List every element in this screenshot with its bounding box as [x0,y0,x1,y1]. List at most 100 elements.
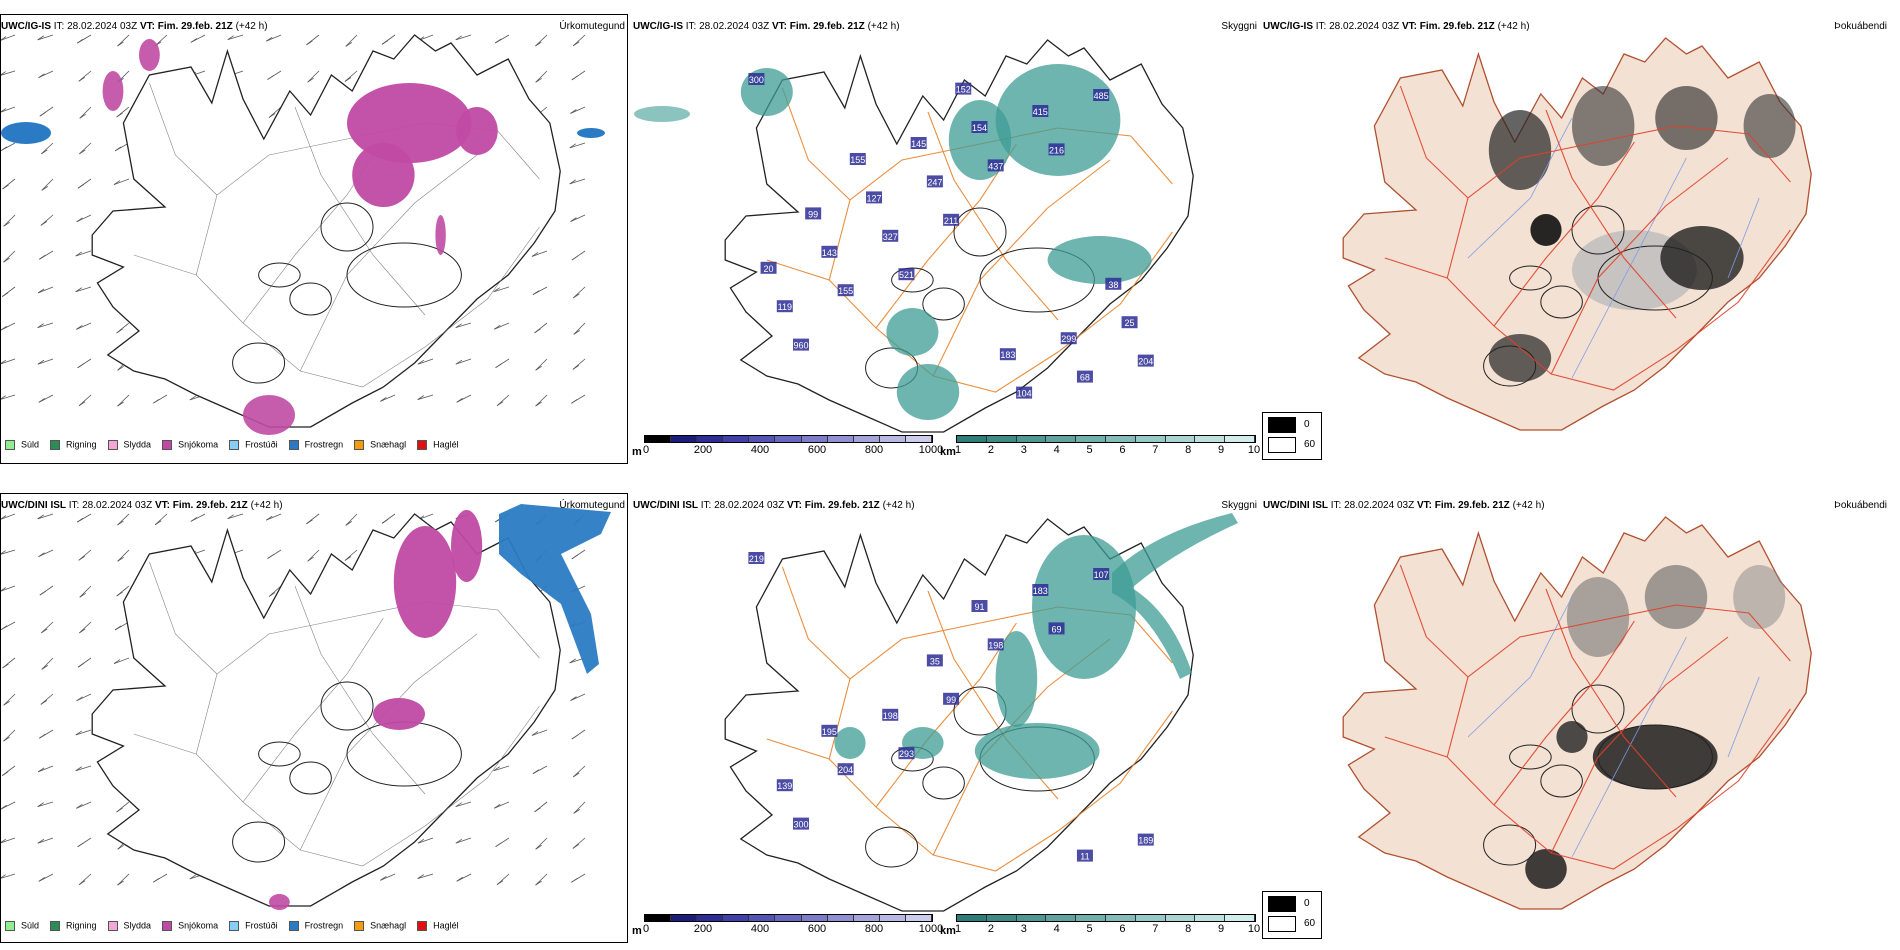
cloud-base-patch [910,137,927,149]
legend-item: Slydda [107,438,151,451]
colorbar-tick: 5 [1086,444,1093,456]
low-visibility-area [886,308,939,356]
legend-swatch [5,439,15,450]
cloud-base-label: 35 [930,656,940,666]
cloud-base-patch [1060,332,1077,345]
colorbar-unit: m [632,925,642,937]
precip-type-panel-bottom: Súld Rigning Slydda Snjókoma Frostúði Frostre… [0,493,628,943]
model-name: UWC/IG-IS [1,21,51,32]
model-name: UWC/IG-IS [633,21,683,32]
cloud-base-patch [882,229,899,242]
it-label: IT: [53,21,65,32]
cloud-base-label: 189 [1138,836,1153,846]
snow-area [102,71,124,111]
legend-swatch [162,920,173,931]
cloud-base-label: 293 [899,749,914,759]
colorbar-tick: 9 [1218,444,1225,456]
cloud-base-patch [1076,370,1093,383]
cloud-base-patch [849,153,866,165]
colorbar-strip [644,435,933,443]
legend-label: Rigning [66,439,97,450]
colorbar-unit: m [632,446,642,458]
fog-legend-swatch [1268,916,1296,932]
cloud-base-label: 99 [808,209,818,219]
legend-swatch [417,920,428,931]
snow-area [393,526,457,638]
precip-type-panel-top: Súld Rigning Slydda Snjókoma Frostúði Frostre… [0,14,628,464]
colorbar-cell [1046,436,1077,442]
legend-swatch [417,439,428,450]
lead-time: (+42 h) [235,21,268,32]
lead-time: (+42 h) [867,21,900,32]
legend-label: Rigning [66,920,97,931]
snow-area [347,83,472,163]
colorbar-tick: 6 [1119,444,1126,456]
visibility-colorbar-top: km 1 2 3 4 5 6 7 8 9 10 [940,435,1261,458]
cloud-base-patch [1076,849,1093,862]
fog-legend-swatch [1268,896,1296,912]
cloud-base-label: 155 [850,155,865,165]
cloud-base-label: 69 [1052,624,1062,634]
colorbar-cell [1195,436,1226,442]
colorbar-tick: 7 [1152,923,1159,935]
low-visibility-area [974,723,1100,779]
vis-title-bottom: UWC/DINI ISL IT: 28.02.2024 03Z VT: Fim.… [632,499,1260,513]
it-label: IT: [685,21,697,32]
cloud-base-patch [926,175,943,188]
colorbar-cell [749,915,776,921]
vt-value: Fim. 29.feb. 21Z [1434,500,1510,511]
fog-index-area [1655,86,1718,150]
precip-legend-top: Súld Rigning Slydda Snjókoma Frostúði Frostre… [5,438,470,451]
it-value: 28.02.2024 03Z [82,500,153,511]
cloud-base-label: 145 [911,139,926,149]
colorbar-cell [879,436,906,442]
cloud-base-patch [866,191,883,204]
lead-time: (+42 h) [882,500,915,511]
colorbar-tick: 1 [954,923,962,935]
colorbar-tick: 800 [864,923,884,935]
cloud-base-label: 211 [944,216,958,226]
cloud-base-label: 960 [794,341,809,351]
colorbar-tick: 600 [807,444,827,456]
precip-title-bottom: UWC/DINI ISL IT: 28.02.2024 03Z VT: Fim.… [0,499,628,513]
cloud-base-label: 25 [1125,318,1135,328]
legend-item: Súld [5,438,39,451]
cloud-base-patch [805,207,822,220]
it-value: 28.02.2024 03Z [1344,500,1415,511]
colorbar-cell [749,436,776,442]
colorbar-cell [827,436,854,442]
legend-item: Frostregn [288,919,343,932]
snow-area [243,395,295,435]
iceland-outline [724,39,1194,433]
colorbar-cell [1135,436,1166,442]
colorbar-cell [986,915,1017,921]
colorbar-cell [723,436,750,442]
cloud-base-patch [955,82,972,95]
model-name: UWC/IG-IS [1263,21,1313,32]
frostregn-area [499,504,611,674]
cloud-base-label: 99 [946,695,956,705]
it-value: 28.02.2024 03Z [699,21,770,32]
cloud-base-label: 143 [822,248,837,258]
legend-label: Súld [21,920,40,931]
legend-label: Frostúði [245,920,278,931]
visibility-map-bottom: 219 293 69 300 99 107 204 198 189 198 183 139 35 11 19… [724,513,1238,912]
rivers [1467,596,1760,858]
legend-label: Snjókoma [178,439,219,450]
colorbar-tick: 2 [987,923,994,935]
fog-index-area [1530,214,1562,246]
legend-label: Frostregn [304,439,344,450]
it-value: 28.02.2024 03Z [714,500,785,511]
cloud-base-label: 415 [1033,107,1048,117]
cloud-base-patch [748,73,765,85]
cloud-base-patch [999,348,1016,361]
colorbar-tick: 10 [1247,444,1261,456]
fog-legend-value: 60 [1304,918,1316,929]
colorbar-tick: 800 [864,444,884,456]
cloud-base-label: 327 [883,232,898,242]
glacier-outlines [1483,684,1713,866]
colorbar-tick: 4 [1053,923,1060,935]
low-visibility-area [1047,236,1152,284]
cloud-base-label: 11 [1080,852,1089,862]
fog-index-area [1660,226,1744,290]
